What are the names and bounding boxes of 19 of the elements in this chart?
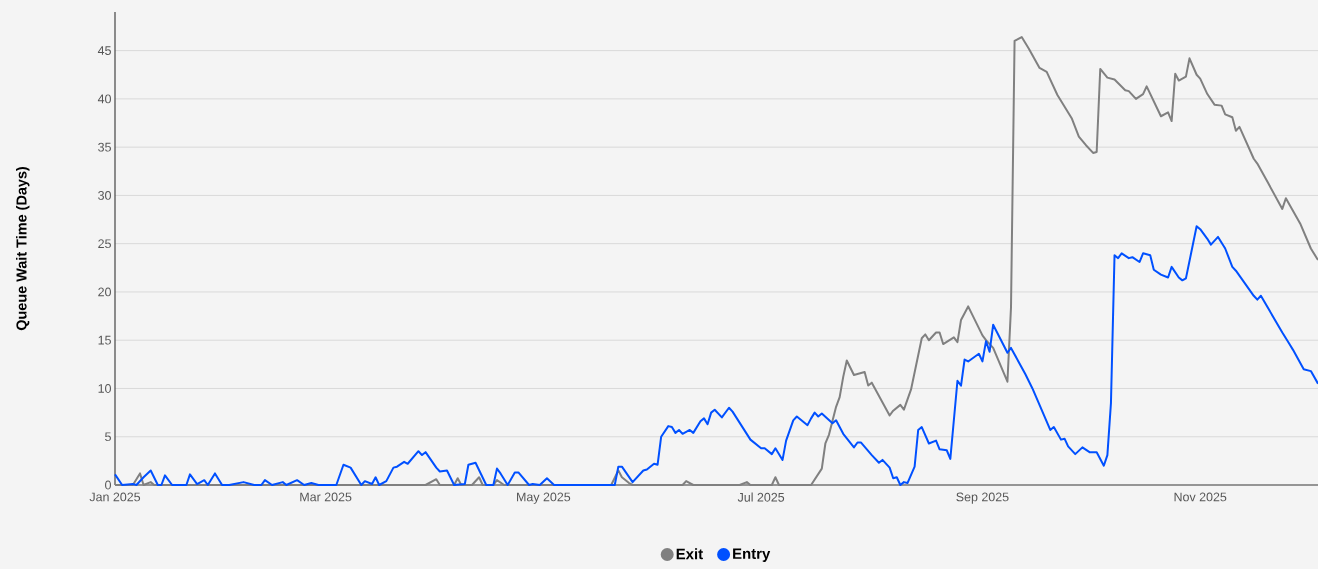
y-tick-label: 45 [97,46,111,55]
y-tick-label: 15 [98,335,111,345]
y-tick-label: 0 [105,480,111,490]
y-tick-label: 35 [98,142,111,152]
x-tick-label: Jul 2025 [737,492,785,502]
x-tick-label: May 2025 [517,492,571,504]
legend-label: Entry [733,548,771,562]
y-tick-label: 5 [105,432,111,442]
y-axis-title: Queue Wait Time (Days) [16,166,30,331]
y-tick-label: 40 [97,94,111,104]
x-tick-label: Nov 2025 [1174,492,1227,502]
y-tick-label: 30 [98,191,111,200]
x-tick-label: Mar 2025 [300,492,352,502]
legend-label: Exit [676,548,703,560]
y-tick-label: 10 [98,384,111,393]
x-tick-label: Jan 2025 [89,492,141,502]
x-tick-label: Sep 2025 [956,492,1009,504]
y-tick-label: 25 [98,239,111,249]
y-tick-label: 20 [98,287,111,297]
